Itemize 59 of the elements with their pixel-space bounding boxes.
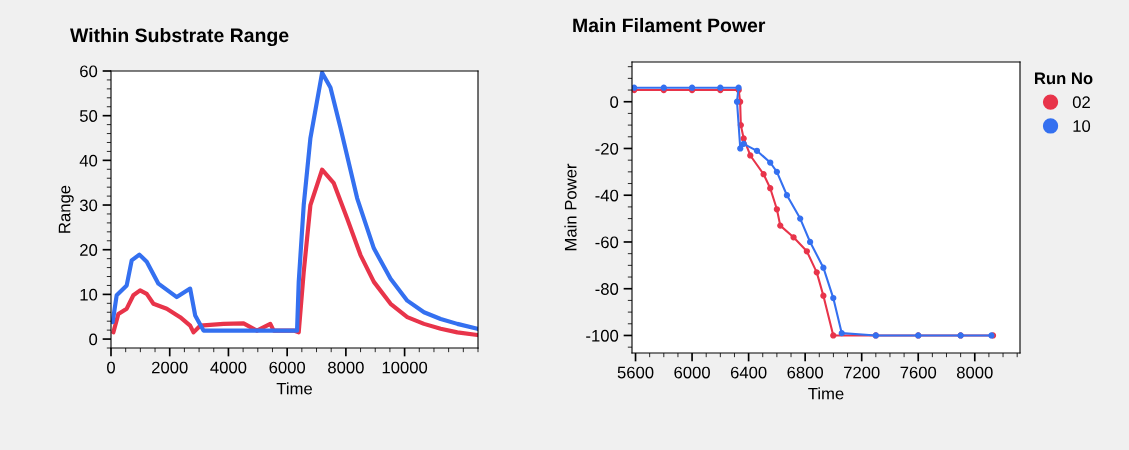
x-tick-label: 6800 bbox=[787, 366, 824, 379]
legend-label: 02 bbox=[1072, 96, 1090, 109]
x-tick-label: 10000 bbox=[382, 361, 428, 374]
y-tick-label: 10 bbox=[80, 288, 98, 301]
y-axis-title: Main Power bbox=[564, 163, 577, 251]
point bbox=[830, 294, 837, 302]
x-tick-label: 7200 bbox=[844, 366, 880, 379]
point bbox=[777, 222, 784, 229]
point bbox=[733, 98, 741, 105]
x-axis-title: Time bbox=[808, 387, 844, 400]
point bbox=[783, 192, 791, 199]
chart-title: Main Filament Power bbox=[573, 17, 766, 33]
point bbox=[790, 234, 797, 241]
y-tick-label: 0 bbox=[89, 333, 98, 346]
legend-label: 10 bbox=[1073, 120, 1091, 132]
y-tick-label: 0 bbox=[610, 96, 619, 108]
x-tick-label: 6000 bbox=[674, 366, 710, 379]
y-tick-label: 40 bbox=[79, 154, 98, 167]
point bbox=[760, 171, 767, 178]
point bbox=[740, 135, 747, 142]
legend-title: Run No bbox=[1034, 72, 1093, 85]
point bbox=[773, 206, 781, 213]
x-tick-label: 4000 bbox=[210, 361, 247, 374]
point bbox=[740, 140, 747, 147]
point bbox=[820, 264, 827, 271]
y-tick-label: -60 bbox=[595, 236, 619, 249]
y-tick-label: -80 bbox=[595, 283, 619, 295]
y-tick-label: -100 bbox=[586, 329, 619, 342]
y-tick-label: 50 bbox=[79, 110, 98, 122]
y-tick-label: 20 bbox=[80, 244, 98, 256]
point bbox=[747, 152, 754, 159]
y-axis-title: Range bbox=[58, 185, 74, 233]
x-axis-title: Time bbox=[276, 382, 312, 395]
point bbox=[806, 238, 814, 246]
point bbox=[820, 292, 827, 299]
x-tick-label: 8000 bbox=[328, 361, 364, 374]
point bbox=[773, 168, 781, 175]
point bbox=[813, 269, 820, 276]
chart-title: Within Substrate Range bbox=[70, 27, 289, 47]
x-tick-label: 2000 bbox=[152, 361, 188, 374]
x-tick-label: 8000 bbox=[956, 366, 993, 379]
point bbox=[753, 147, 761, 154]
point bbox=[737, 145, 744, 152]
x-tick-label: 5600 bbox=[617, 366, 654, 379]
point bbox=[803, 248, 810, 255]
line-series bbox=[111, 167, 478, 338]
point bbox=[767, 185, 774, 192]
point bbox=[767, 159, 774, 166]
y-tick-label: 30 bbox=[79, 199, 98, 212]
x-tick-label: 7600 bbox=[900, 366, 937, 379]
x-tick-label: 6000 bbox=[269, 361, 306, 374]
point bbox=[838, 330, 845, 337]
y-tick-label: -40 bbox=[595, 189, 619, 202]
x-tick-label: 0 bbox=[107, 361, 115, 374]
x-tick-label: 6400 bbox=[730, 366, 767, 379]
y-tick-label: -20 bbox=[595, 142, 619, 155]
point bbox=[797, 215, 804, 222]
point bbox=[830, 332, 837, 339]
y-tick-label: 60 bbox=[80, 65, 98, 78]
